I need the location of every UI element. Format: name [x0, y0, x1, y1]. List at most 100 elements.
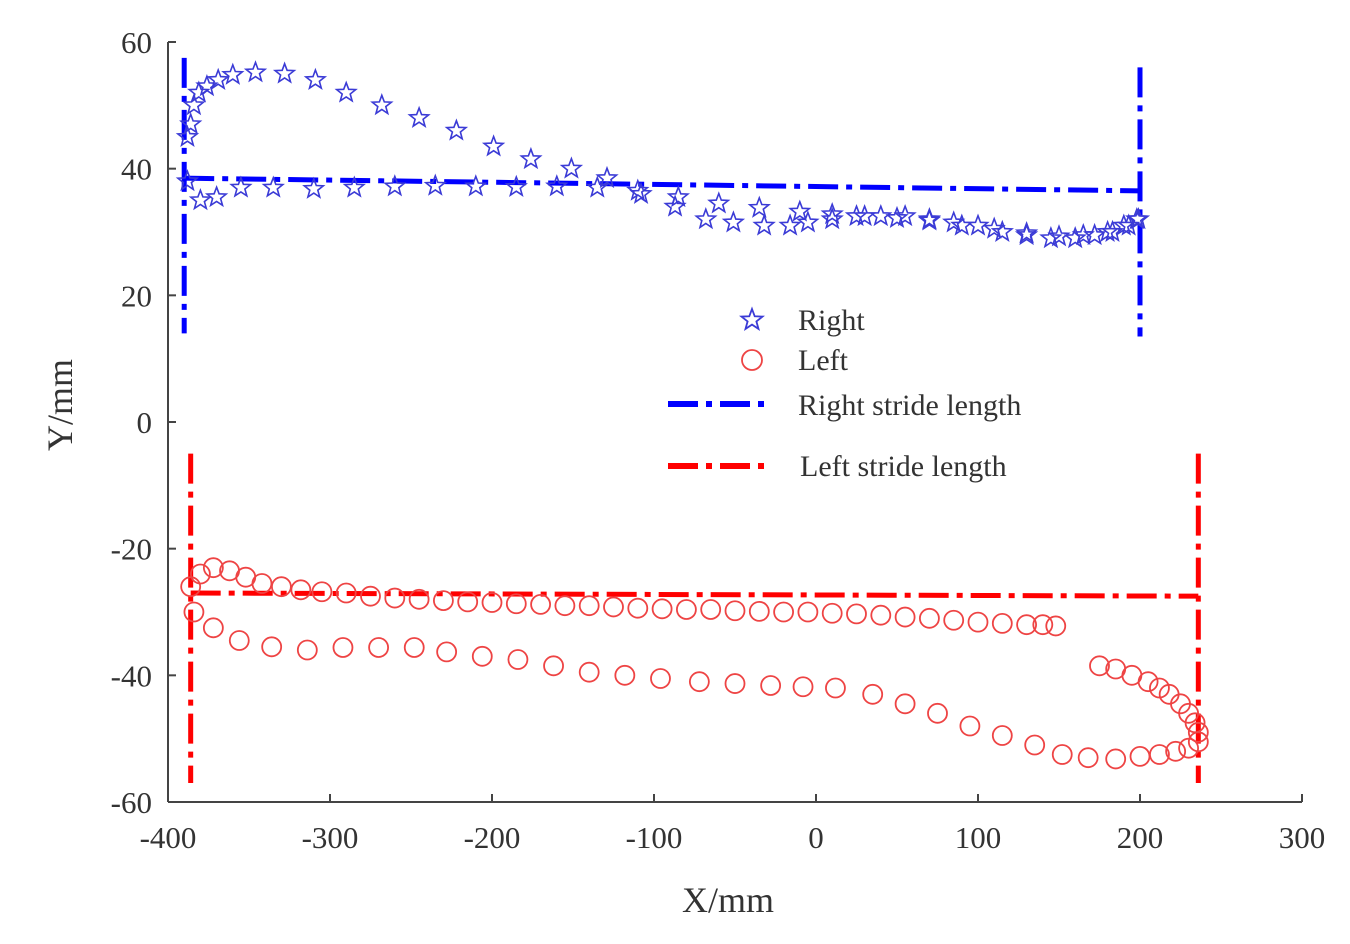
x-axis-title: X/mm	[682, 880, 774, 920]
right-point	[966, 213, 990, 236]
y-tick-label: -40	[111, 658, 152, 693]
right-point	[721, 210, 746, 233]
y-tick-label: 0	[137, 405, 153, 440]
left-point	[578, 595, 600, 617]
right-point	[370, 93, 394, 116]
y-axis-title: Y/mm	[40, 359, 80, 451]
y-tick-label: -60	[111, 785, 152, 820]
legend: Right Left Right stride length Left stri…	[668, 304, 1021, 483]
left-point	[959, 715, 981, 737]
left-point	[335, 582, 357, 604]
right-point	[187, 80, 211, 103]
left-point	[821, 602, 843, 624]
left-point	[543, 655, 564, 677]
right-point	[917, 208, 942, 231]
left-point	[650, 668, 671, 689]
right-point	[481, 134, 506, 157]
right-point	[175, 169, 200, 192]
left-point	[748, 600, 770, 622]
right-point	[1047, 224, 1071, 247]
left-point	[189, 563, 211, 585]
left-stride-length-line	[190, 590, 1199, 599]
left-point	[1077, 747, 1099, 769]
right-point	[444, 118, 469, 141]
right-point	[182, 93, 206, 116]
y-tick-label: 40	[121, 152, 152, 187]
left-point	[270, 576, 292, 598]
left-point	[183, 601, 205, 623]
left-point	[530, 594, 551, 615]
x-tick-label: 100	[955, 820, 1002, 855]
right-point	[272, 61, 297, 84]
x-tick-label: -100	[626, 820, 683, 855]
left-point	[202, 557, 224, 579]
right-point	[302, 176, 326, 199]
right-point	[893, 203, 917, 227]
left-point	[578, 661, 600, 683]
left-point	[846, 603, 867, 625]
right-point	[559, 156, 584, 179]
left-point	[825, 677, 846, 699]
right-point	[950, 213, 974, 236]
left-point	[1184, 712, 1206, 734]
right-point	[585, 175, 609, 198]
left-point	[614, 664, 636, 686]
right-point	[1095, 219, 1120, 242]
right-point	[229, 175, 253, 198]
left-point	[1051, 744, 1073, 765]
left-point	[481, 592, 503, 613]
left-point	[724, 673, 746, 694]
left-point	[943, 609, 965, 631]
left-point	[228, 630, 250, 651]
left-point	[1137, 671, 1159, 693]
x-tick-label: 0	[808, 820, 824, 855]
right-point	[175, 124, 200, 147]
right-point	[820, 202, 844, 225]
right-point	[1063, 226, 1087, 249]
legend-left-marker	[741, 349, 763, 371]
right-point	[852, 203, 877, 227]
right-point	[629, 181, 653, 204]
right-point	[1071, 222, 1095, 246]
left-point	[991, 613, 1013, 634]
right-point	[796, 210, 820, 233]
right-point	[545, 174, 569, 197]
legend-right-marker	[739, 306, 765, 331]
left-point	[1024, 734, 1046, 756]
right-point	[423, 173, 447, 196]
left-point	[1045, 615, 1067, 637]
right-point	[1125, 207, 1149, 230]
x-tick-label: 200	[1117, 820, 1164, 855]
left-point	[1105, 748, 1127, 770]
right-point	[666, 184, 690, 208]
right-point	[820, 207, 844, 230]
right-point	[188, 188, 213, 211]
left-point	[927, 702, 948, 724]
left-point	[870, 604, 892, 626]
right-point	[204, 184, 229, 208]
right-stride-length-line	[184, 175, 1141, 194]
right-point	[595, 165, 619, 189]
left-point	[688, 671, 710, 693]
left-point	[311, 581, 333, 603]
right-point	[243, 60, 268, 83]
right-point	[707, 191, 731, 214]
left-point	[919, 607, 940, 629]
right-point	[1039, 226, 1063, 249]
right-point	[778, 213, 802, 236]
left-point	[408, 588, 430, 610]
left-point	[967, 611, 989, 633]
stride-lines	[181, 57, 1201, 783]
left-point	[1129, 746, 1151, 767]
right-point	[334, 80, 358, 103]
left-point	[505, 593, 527, 615]
legend-right-label: Right	[798, 304, 865, 337]
left-point	[403, 637, 425, 658]
right-point	[982, 216, 1006, 239]
y-tick-label: -20	[111, 532, 152, 567]
right-point	[1112, 213, 1136, 236]
left-point	[627, 597, 649, 619]
right-point	[747, 195, 771, 218]
left-point	[202, 617, 224, 639]
right-point	[303, 67, 328, 90]
